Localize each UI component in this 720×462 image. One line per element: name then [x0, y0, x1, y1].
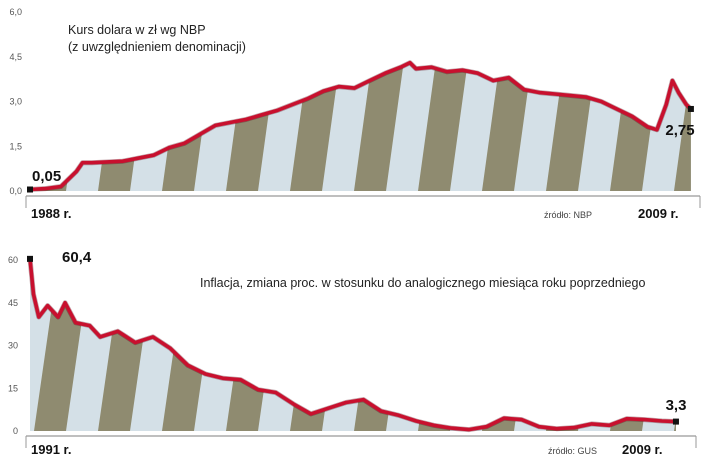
chart-title: Inflacja, zmiana proc. w stosunku do ana… [200, 276, 645, 290]
y-tick-label: 45 [8, 298, 18, 308]
x-end-label: 2009 r. [622, 442, 663, 457]
area-stripe [418, 62, 476, 191]
last-value-label: 2,75 [665, 122, 694, 139]
y-tick-label: 60 [8, 255, 18, 265]
chart-subtitle: (z uwzględnieniem denominacji) [68, 40, 246, 54]
source-note: źródło: NBP [544, 210, 592, 220]
chart-2: 0 15 30 45 60 Inflacja, zmiana proc. w stosun… [8, 249, 697, 457]
first-value-label: 0,05 [32, 168, 61, 185]
x-end-label: 2009 r. [638, 206, 679, 221]
area-stripe [290, 62, 348, 191]
y-tick-label: 0,0 [9, 186, 22, 196]
area-stripe [354, 62, 412, 191]
y-tick-label: 15 [8, 383, 18, 393]
start-point-marker [27, 255, 33, 262]
y-tick-label: 6,0 [9, 7, 22, 17]
y-tick-label: 4,5 [9, 52, 22, 62]
y-tick-label: 30 [8, 341, 18, 351]
series-line [28, 60, 693, 192]
area-stripe [482, 62, 540, 191]
series-line [28, 257, 678, 432]
max-value-label: 60,4 [62, 249, 92, 266]
last-value-label: 3,3 [666, 397, 687, 414]
y-tick-label: 3,0 [9, 97, 22, 107]
y-tick-label: 0 [13, 426, 18, 436]
chart-title: Kurs dolara w zł wg NBP [68, 23, 206, 37]
y-tick-label: 1,5 [9, 141, 22, 151]
x-start-label: 1991 r. [31, 442, 72, 457]
chart-1: 0,0 1,5 3,0 4,5 6,0 Kurs dolara w zł wg NBP (z… [9, 7, 701, 221]
end-point-marker [672, 418, 679, 425]
source-note: źródło: GUS [548, 446, 597, 456]
start-point-marker [27, 186, 33, 193]
area-stripe [674, 62, 691, 191]
end-point-marker [687, 105, 694, 112]
x-start-label: 1988 r. [31, 206, 72, 221]
